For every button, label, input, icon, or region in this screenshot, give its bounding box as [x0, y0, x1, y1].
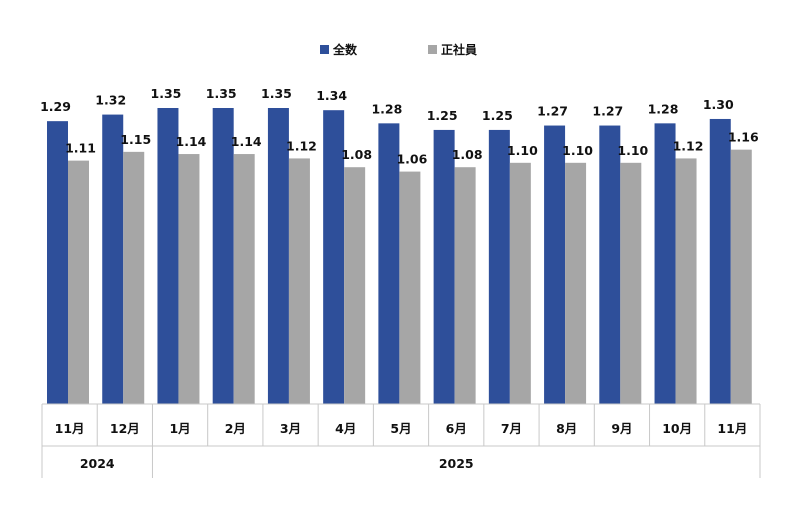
data-label-total-0: 1.29 [40, 99, 71, 114]
bar-regular-12 [730, 149, 752, 404]
bar-regular-8 [509, 162, 531, 404]
data-label-regular-5: 1.08 [341, 147, 372, 162]
data-label-total-1: 1.32 [95, 93, 126, 108]
data-label-total-5: 1.34 [316, 88, 347, 103]
x-tick-label-7: 6月 [446, 421, 467, 436]
x-tick-label-0: 11月 [55, 421, 85, 436]
bar-regular-2 [178, 154, 200, 404]
x-tick-label-3: 2月 [225, 421, 246, 436]
x-year-label-0: 2024 [80, 456, 115, 471]
bar-regular-0 [68, 160, 89, 404]
bar-regular-3 [233, 154, 255, 404]
x-tick-label-4: 3月 [280, 421, 301, 436]
data-label-regular-10: 1.10 [617, 143, 648, 158]
x-tick-label-1: 12月 [110, 421, 140, 436]
data-label-regular-12: 1.16 [728, 130, 759, 145]
data-label-regular-4: 1.12 [286, 138, 317, 153]
bar-total-5 [323, 110, 345, 404]
bar-regular-11 [675, 158, 697, 404]
bar-regular-1 [123, 151, 145, 404]
data-label-regular-8: 1.10 [507, 143, 538, 158]
x-tick-label-6: 5月 [390, 421, 411, 436]
bar-total-0 [47, 121, 68, 405]
bar-total-11 [654, 123, 676, 404]
bar-regular-6 [399, 171, 421, 404]
bar-total-4 [267, 108, 289, 404]
x-tick-label-5: 4月 [335, 421, 356, 436]
x-tick-label-11: 10月 [662, 421, 692, 436]
data-label-total-9: 1.27 [537, 104, 568, 119]
data-label-total-10: 1.27 [592, 104, 623, 119]
x-tick-label-12: 11月 [717, 421, 747, 436]
bar-total-9 [544, 125, 566, 404]
bar-total-8 [488, 129, 510, 405]
bar-total-7 [433, 129, 455, 405]
data-label-total-12: 1.30 [703, 97, 734, 112]
bar-regular-9 [565, 162, 587, 404]
bar-regular-5 [344, 167, 366, 404]
x-tick-label-10: 9月 [611, 421, 632, 436]
data-label-total-3: 1.35 [206, 86, 237, 101]
bar-regular-7 [454, 167, 476, 404]
bar-total-2 [157, 108, 179, 404]
legend-swatch-regular [428, 45, 437, 54]
x-tick-label-9: 8月 [556, 421, 577, 436]
data-label-regular-9: 1.10 [562, 143, 593, 158]
data-label-total-7: 1.25 [427, 108, 458, 123]
x-year-label-1: 2025 [439, 456, 474, 471]
data-label-total-8: 1.25 [482, 108, 513, 123]
data-label-total-4: 1.35 [261, 86, 292, 101]
data-label-regular-1: 1.15 [120, 132, 151, 147]
legend-label-regular: 正社員 [441, 42, 477, 57]
bar-total-6 [378, 123, 400, 404]
data-label-regular-6: 1.06 [396, 152, 427, 167]
bar-total-10 [599, 125, 621, 404]
bar-total-3 [212, 108, 234, 404]
x-tick-label-8: 7月 [501, 421, 522, 436]
data-label-regular-3: 1.14 [231, 134, 262, 149]
data-label-regular-7: 1.08 [452, 147, 483, 162]
bar-regular-10 [620, 162, 642, 404]
bar-total-12 [709, 118, 731, 405]
data-label-regular-11: 1.12 [673, 138, 704, 153]
data-label-regular-0: 1.11 [65, 141, 96, 156]
bar-regular-4 [288, 158, 310, 404]
legend-swatch-total [320, 45, 329, 54]
data-label-total-6: 1.28 [371, 101, 402, 116]
data-label-regular-2: 1.14 [176, 134, 207, 149]
data-label-total-11: 1.28 [648, 101, 679, 116]
legend-label-total: 全数 [332, 42, 358, 57]
x-tick-label-2: 1月 [169, 421, 190, 436]
bar-total-1 [102, 114, 124, 405]
data-label-total-2: 1.35 [151, 86, 182, 101]
